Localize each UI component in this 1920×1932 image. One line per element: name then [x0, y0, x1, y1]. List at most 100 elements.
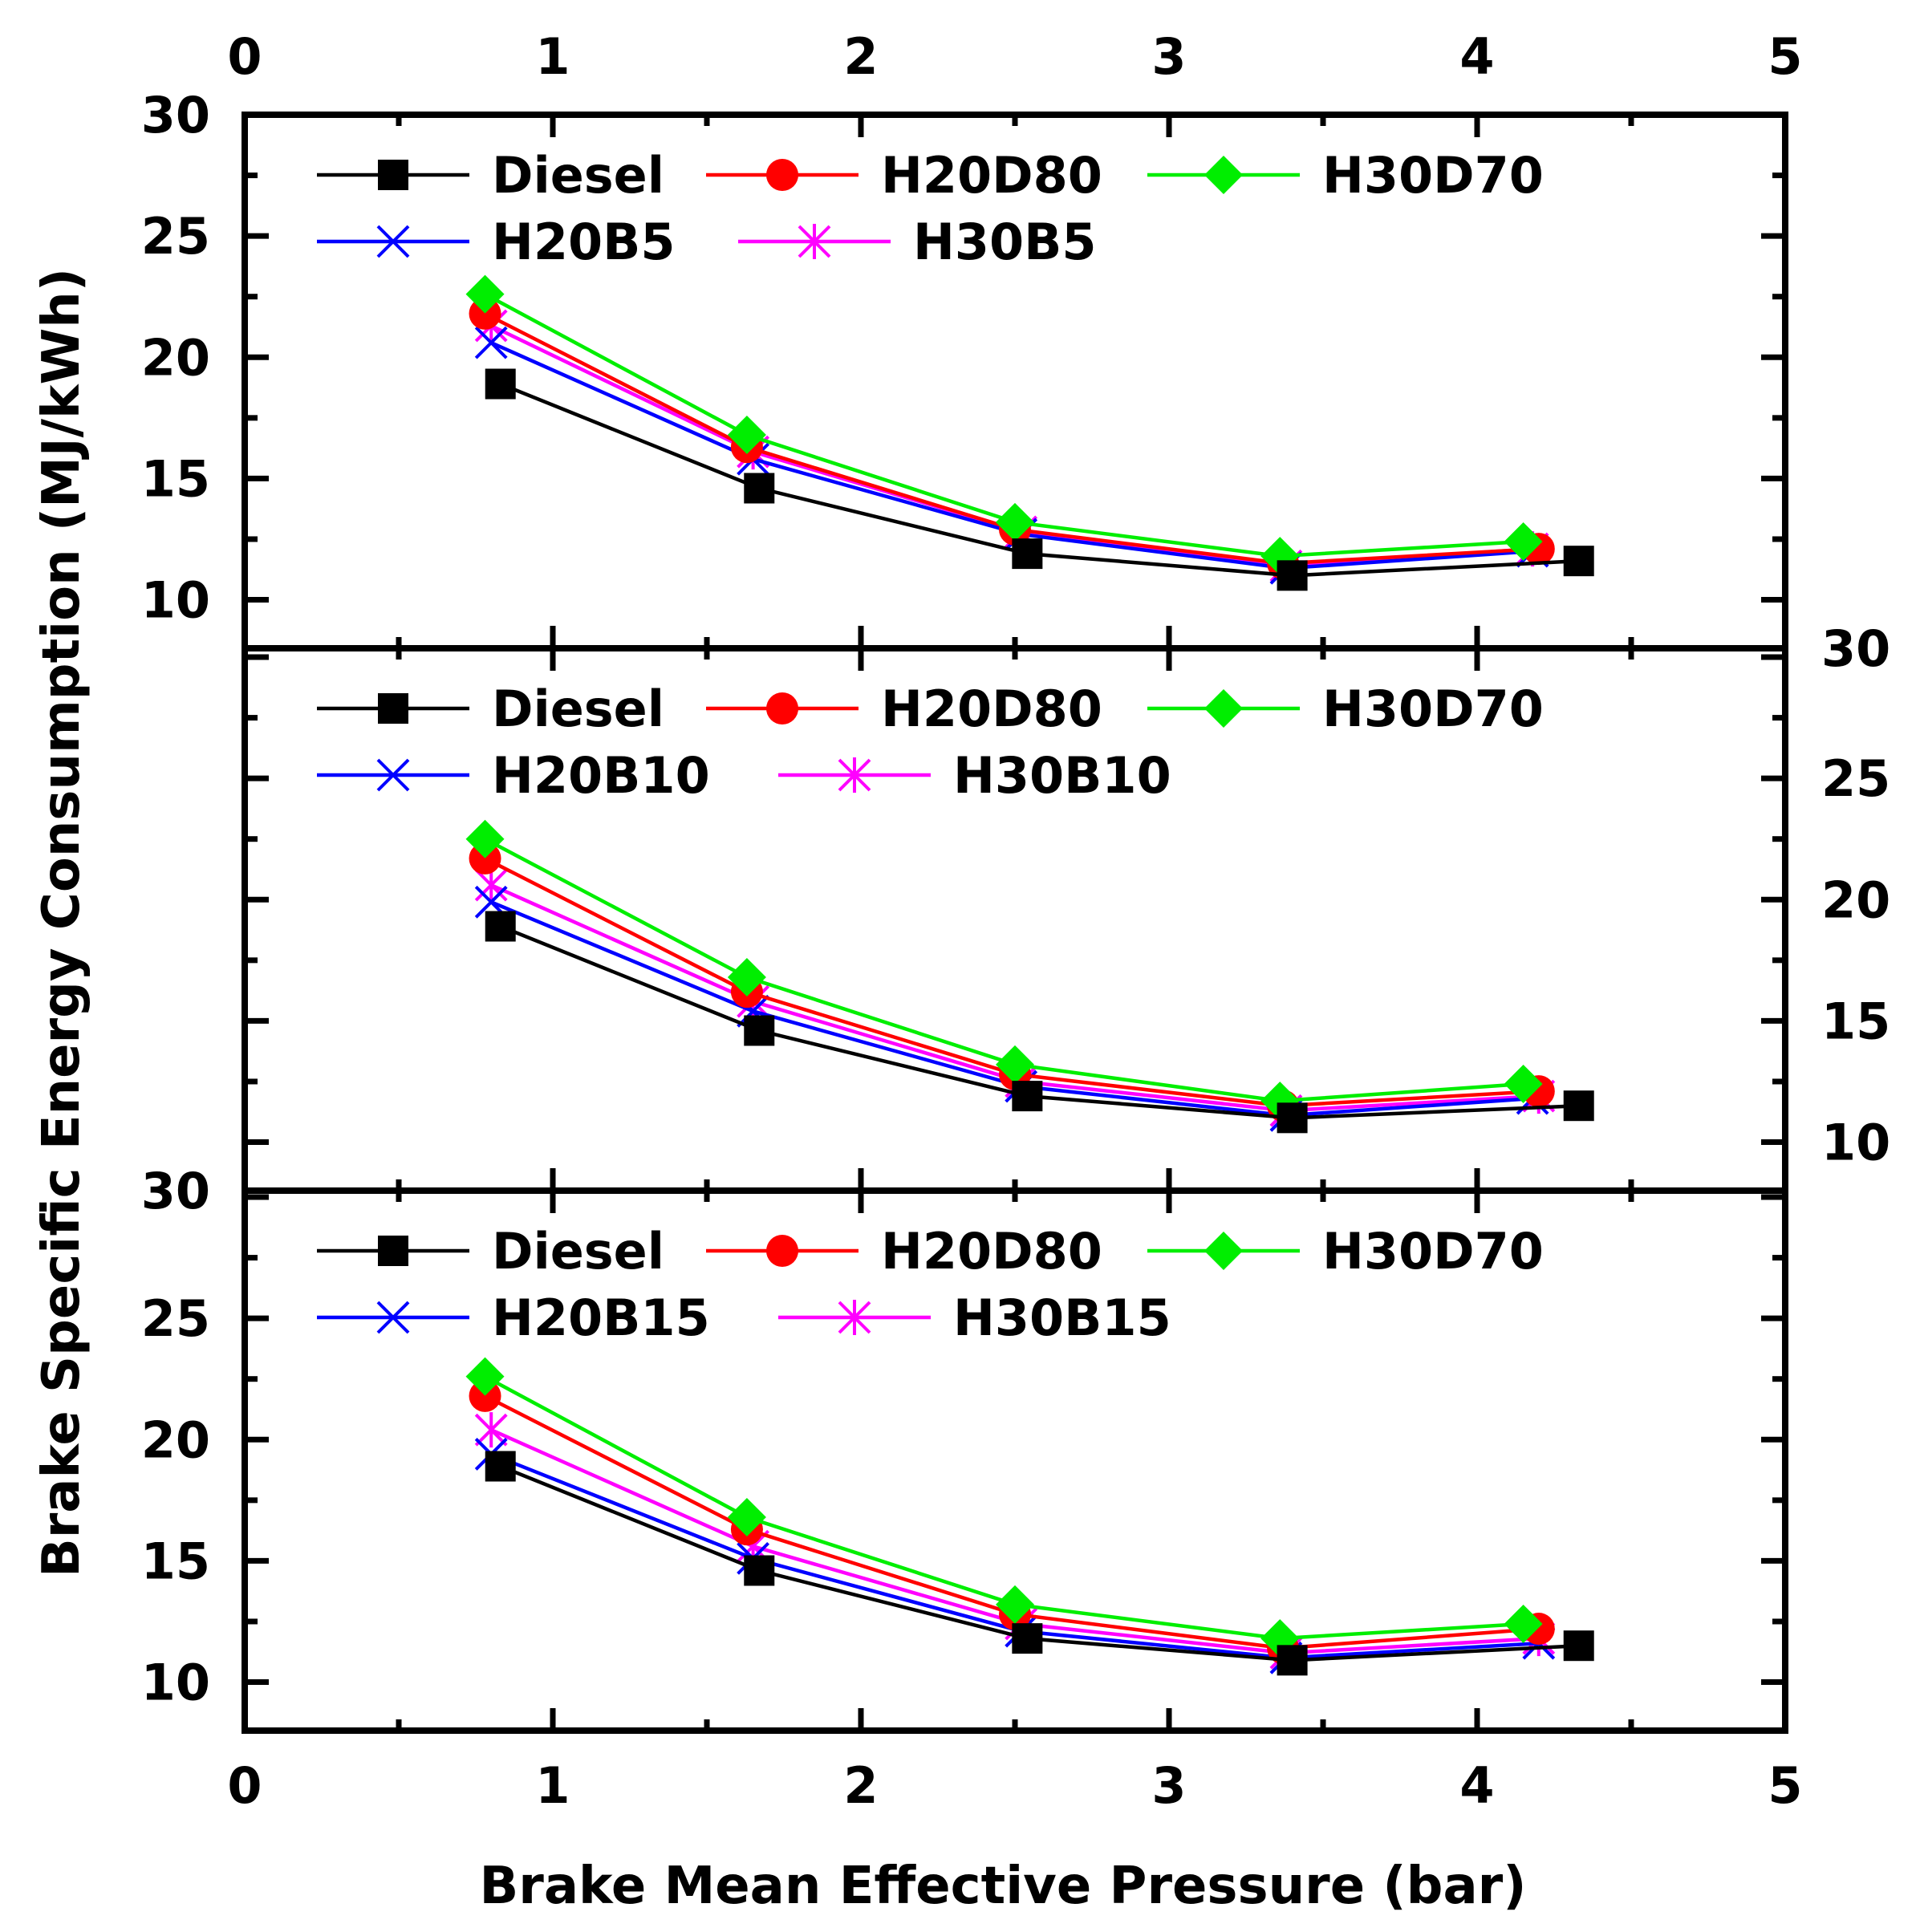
- marker-diamond: [465, 819, 505, 858]
- legend-label: H30B10: [953, 746, 1171, 805]
- panel-2-series: [465, 819, 1594, 1134]
- legend-entry-h30d70: H30D70: [1147, 680, 1544, 738]
- marker-square: [744, 1555, 775, 1586]
- panel-3-series: [465, 1357, 1594, 1676]
- legend-label: H20B15: [492, 1289, 710, 1347]
- marker-square: [378, 1236, 408, 1266]
- legend-entry-diesel: Diesel: [317, 146, 664, 205]
- legend-panel-3: Diesel H20D80 H30D70 H20B15 H30B15: [317, 1222, 1544, 1347]
- marker-x-stroke: [376, 1301, 410, 1334]
- legend-entry-h30b5: H30B5: [738, 213, 1097, 271]
- marker-square: [1563, 546, 1594, 577]
- y-tick-label: 15: [141, 449, 210, 508]
- series-layer: [465, 274, 1594, 1676]
- y-tick-label: 25: [141, 1289, 210, 1348]
- marker-diamond: [996, 1045, 1034, 1084]
- legend-label: H20D80: [881, 680, 1102, 738]
- y-tick-label: 20: [1821, 871, 1890, 929]
- marker-star: [798, 224, 831, 259]
- marker-circle: [766, 692, 798, 724]
- legend-entry-h20d80: H20D80: [706, 146, 1102, 205]
- y-tick-label: 15: [1821, 992, 1890, 1050]
- marker-square: [1012, 1623, 1043, 1654]
- marker-square: [1563, 1630, 1594, 1662]
- marker-diamond: [1504, 1065, 1543, 1103]
- x-tick-label-top: 2: [843, 27, 878, 86]
- x-tick-label-top: 4: [1459, 27, 1494, 86]
- legend-label: H30B15: [953, 1289, 1171, 1347]
- marker-square: [378, 160, 408, 190]
- legend-label: H30D70: [1322, 146, 1544, 205]
- legend-entry-h30d70: H30D70: [1147, 1222, 1544, 1281]
- marker-x: [376, 1301, 410, 1334]
- y-axis-title: Brake Specific Energy Consumption (MJ/kW…: [32, 268, 91, 1577]
- legend-layer: Diesel H20D80 H30D70 H20B5 H30B5 Diesel H20D80…: [317, 146, 1544, 1347]
- legend-entry-diesel: Diesel: [317, 680, 664, 738]
- series-diesel: [485, 368, 1594, 591]
- marker-star: [474, 867, 508, 903]
- marker-square: [485, 1451, 516, 1482]
- y-tick-label: 20: [141, 1410, 210, 1469]
- marker-square: [1277, 1102, 1308, 1134]
- y-tick-label: 10: [141, 1654, 210, 1712]
- marker-diamond: [1504, 1605, 1543, 1643]
- legend-label: H30D70: [1322, 1222, 1544, 1281]
- legend-panel-2: Diesel H20D80 H30D70 H20B10 H30B10: [317, 680, 1544, 805]
- y-tick-label: 30: [141, 1162, 210, 1220]
- marker-square: [1277, 560, 1308, 591]
- series-diesel: [485, 911, 1594, 1134]
- x-tick-label-top: 3: [1151, 27, 1186, 86]
- y-tick-label: 10: [1821, 1114, 1890, 1172]
- legend-label: Diesel: [492, 1222, 664, 1281]
- legend-entry-h20d80: H20D80: [706, 680, 1102, 738]
- legend-label: H20B5: [492, 213, 676, 271]
- series-h30d70: [465, 1357, 1543, 1658]
- y-tick-label: 30: [141, 86, 210, 144]
- marker-square: [485, 368, 516, 400]
- legend-entry-diesel: Diesel: [317, 1222, 664, 1281]
- marker-square: [744, 473, 775, 504]
- marker-x-stroke: [376, 758, 410, 792]
- marker-square: [378, 693, 408, 724]
- marker-square: [1277, 1645, 1308, 1676]
- marker-x: [376, 225, 410, 258]
- marker-x: [376, 758, 410, 792]
- series-h30d70: [465, 274, 1543, 576]
- marker-star: [838, 757, 871, 793]
- marker-diamond: [465, 1357, 505, 1396]
- legend-entry-h20b10: H20B10: [317, 746, 710, 805]
- marker-circle: [469, 297, 501, 330]
- marker-square: [1563, 1090, 1594, 1122]
- marker-diamond: [727, 1498, 766, 1536]
- marker-square: [485, 911, 516, 942]
- marker-star: [838, 1300, 871, 1335]
- x-axis-title: Brake Mean Effective Pressure (bar): [480, 1857, 1527, 1916]
- y-tick-label: 20: [141, 328, 210, 387]
- marker-diamond: [1204, 156, 1243, 194]
- y-tick-label: 30: [1821, 619, 1890, 678]
- x-tick-label-bottom: 5: [1768, 1756, 1802, 1815]
- marker-star: [474, 1412, 508, 1448]
- x-tick-label-top: 1: [535, 27, 570, 86]
- marker-diamond: [996, 1585, 1034, 1624]
- legend-entry-h30b15: H30B15: [778, 1289, 1171, 1347]
- legend-label: H30B5: [913, 213, 1097, 271]
- marker-circle: [469, 1379, 501, 1412]
- axes-layer: 1015202530101520253010152025300011223344…: [141, 27, 1891, 1815]
- x-tick-label-bottom: 1: [535, 1756, 570, 1815]
- legend-label: Diesel: [492, 146, 664, 205]
- marker-x-stroke: [474, 326, 508, 359]
- legend-entry-h20b5: H20B5: [317, 213, 676, 271]
- y-tick-label: 25: [1821, 749, 1890, 808]
- marker-diamond: [1504, 522, 1543, 561]
- marker-diamond: [1204, 689, 1243, 728]
- marker-diamond: [996, 502, 1034, 542]
- marker-circle: [469, 842, 501, 875]
- marker-x-stroke: [376, 225, 410, 258]
- series-diesel: [485, 1451, 1594, 1676]
- legend-label: H20D80: [881, 146, 1102, 205]
- legend-label: Diesel: [492, 680, 664, 738]
- series-h20d80: [469, 1379, 1555, 1665]
- x-tick-label-bottom: 2: [843, 1756, 878, 1815]
